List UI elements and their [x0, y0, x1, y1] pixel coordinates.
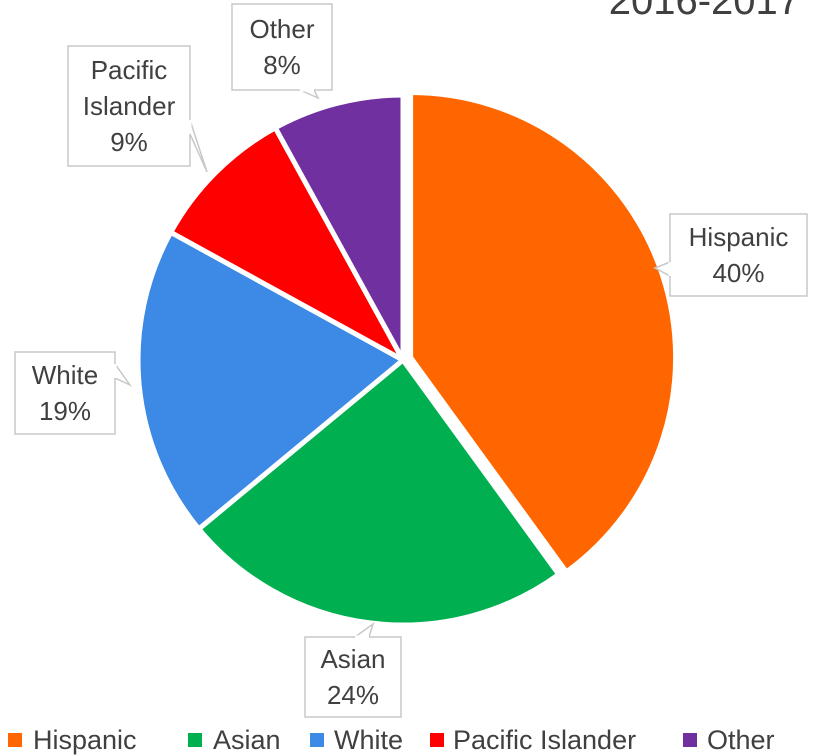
- pie-slice-hispanic: [408, 90, 679, 575]
- data-label-line: Asian: [320, 644, 385, 674]
- data-label-line: White: [32, 360, 98, 390]
- data-label-line: Other: [249, 14, 314, 44]
- chart-title: 2016-2017: [609, 0, 800, 23]
- data-label-line: 9%: [110, 127, 148, 157]
- legend-label: Asian: [213, 725, 281, 755]
- data-label-hispanic: Hispanic 40%: [653, 213, 808, 297]
- legend-label: White: [334, 725, 403, 755]
- legend-swatch: [188, 733, 202, 747]
- legend-item-other: Other: [683, 725, 775, 755]
- legend-label: Other: [707, 725, 775, 755]
- pie-slice-asian: [196, 357, 562, 628]
- pie-slice-white: [135, 229, 406, 532]
- data-label-line: 24%: [327, 680, 379, 710]
- legend-swatch: [8, 733, 22, 747]
- pie-slice-pacific-islander: [168, 125, 406, 363]
- legend-label: Pacific Islander: [453, 725, 636, 755]
- legend-swatch: [310, 733, 324, 747]
- legend-item-pacific-islander: Pacific Islander: [430, 725, 636, 755]
- pie-slice-other: [272, 92, 406, 363]
- legend: Hispanic Asian White Pacific Islander Other: [8, 725, 775, 755]
- legend-item-hispanic: Hispanic: [8, 725, 137, 755]
- data-label-line: Islander: [83, 91, 176, 121]
- legend-swatch: [430, 733, 444, 747]
- data-label-white: White 19%: [14, 351, 133, 435]
- data-label-other: Other 8%: [231, 3, 333, 100]
- data-label-line: 40%: [712, 258, 764, 288]
- legend-swatch: [683, 733, 697, 747]
- data-labels: Hispanic 40% Asian 24% White 19% Pacific Island…: [14, 3, 808, 718]
- pie-slices: [135, 90, 679, 628]
- legend-item-white: White: [310, 725, 403, 755]
- legend-label: Hispanic: [33, 725, 137, 755]
- data-label-asian: Asian 24%: [304, 622, 402, 718]
- data-label-line: 8%: [263, 50, 301, 80]
- data-label-line: 19%: [39, 396, 91, 426]
- data-label-pacific-islander: Pacific Islander 9%: [67, 45, 208, 173]
- data-label-line: Pacific: [91, 55, 168, 85]
- legend-item-asian: Asian: [188, 725, 281, 755]
- data-label-line: Hispanic: [689, 222, 789, 252]
